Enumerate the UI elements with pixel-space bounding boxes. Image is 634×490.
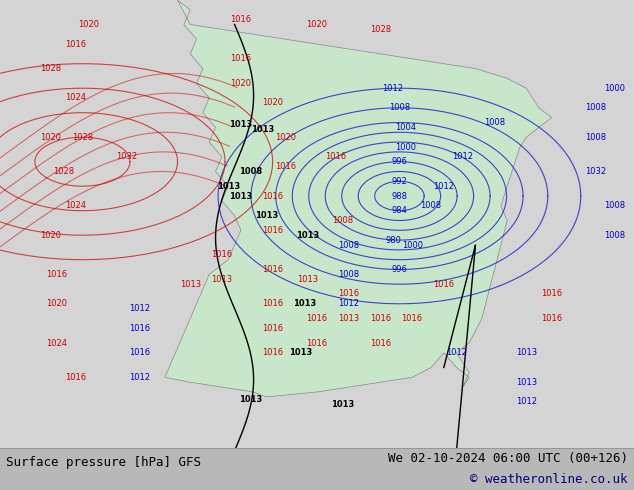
Text: 988: 988 — [391, 192, 408, 200]
Text: 1008: 1008 — [604, 201, 626, 210]
Text: 1016: 1016 — [541, 314, 562, 323]
Text: 1008: 1008 — [239, 167, 262, 176]
Text: 1016: 1016 — [306, 339, 328, 347]
Text: 1012: 1012 — [515, 397, 537, 406]
Text: 1012: 1012 — [452, 152, 474, 161]
Text: 1016: 1016 — [370, 314, 391, 323]
Text: 1013: 1013 — [331, 400, 354, 409]
Text: 1028: 1028 — [72, 133, 93, 142]
Text: 1028: 1028 — [370, 25, 391, 34]
Text: Surface pressure [hPa] GFS: Surface pressure [hPa] GFS — [6, 456, 202, 469]
Text: 1004: 1004 — [395, 123, 417, 132]
Text: 1016: 1016 — [230, 15, 252, 24]
Text: 1020: 1020 — [46, 299, 68, 308]
Text: 1020: 1020 — [40, 231, 61, 240]
Text: 1024: 1024 — [65, 201, 87, 210]
Text: 1000: 1000 — [604, 84, 626, 93]
Text: 1008: 1008 — [604, 231, 626, 240]
Text: 1008: 1008 — [338, 241, 359, 249]
Text: 1008: 1008 — [389, 103, 410, 112]
Text: 1016: 1016 — [338, 290, 359, 298]
Text: © weatheronline.co.uk: © weatheronline.co.uk — [470, 473, 628, 486]
Text: 1013: 1013 — [179, 280, 201, 289]
Text: 1016: 1016 — [46, 270, 68, 279]
Text: 1013: 1013 — [515, 348, 537, 357]
Text: 1012: 1012 — [382, 84, 404, 93]
Text: 1032: 1032 — [116, 152, 138, 161]
Text: 1012: 1012 — [129, 304, 150, 313]
Text: 1016: 1016 — [262, 226, 283, 235]
Text: 1008: 1008 — [585, 133, 607, 142]
Text: 1016: 1016 — [262, 348, 283, 357]
Text: 1016: 1016 — [262, 265, 283, 274]
Text: 1013: 1013 — [515, 378, 537, 387]
Text: 1016: 1016 — [129, 324, 150, 333]
Text: 1016: 1016 — [401, 314, 423, 323]
Text: 1016: 1016 — [433, 280, 455, 289]
Text: 996: 996 — [391, 265, 408, 274]
Text: 1024: 1024 — [65, 94, 87, 102]
Text: 1020: 1020 — [40, 133, 61, 142]
Text: 1013: 1013 — [296, 231, 319, 240]
Text: 984: 984 — [391, 206, 408, 215]
Text: 1016: 1016 — [370, 339, 391, 347]
Text: 1013: 1013 — [211, 275, 233, 284]
Text: 1012: 1012 — [433, 182, 455, 191]
Text: 1016: 1016 — [325, 152, 347, 161]
Text: 1008: 1008 — [338, 270, 359, 279]
Text: 1013: 1013 — [239, 395, 262, 404]
Text: 1013: 1013 — [290, 348, 313, 357]
Text: 1013: 1013 — [338, 314, 359, 323]
Text: 1012: 1012 — [446, 348, 467, 357]
Text: 1008: 1008 — [484, 118, 505, 127]
Text: 1000: 1000 — [401, 241, 423, 249]
Text: 1028: 1028 — [40, 64, 61, 73]
Polygon shape — [165, 0, 552, 397]
Text: 1000: 1000 — [395, 143, 417, 151]
Text: 1013: 1013 — [297, 275, 318, 284]
Text: 1016: 1016 — [262, 324, 283, 333]
Text: 1013: 1013 — [252, 125, 275, 134]
Text: 1020: 1020 — [78, 20, 100, 29]
Text: 1020: 1020 — [306, 20, 328, 29]
Text: 1020: 1020 — [262, 98, 283, 107]
Text: 1028: 1028 — [53, 167, 74, 176]
Text: 1016: 1016 — [262, 192, 283, 200]
Text: 980: 980 — [385, 236, 401, 245]
Text: 1016: 1016 — [275, 162, 296, 171]
Text: 1016: 1016 — [211, 250, 233, 259]
Text: 1008: 1008 — [420, 201, 442, 210]
Text: 1020: 1020 — [230, 79, 252, 88]
Text: 1020: 1020 — [275, 133, 296, 142]
Text: 1013: 1013 — [293, 299, 316, 308]
Text: 992: 992 — [392, 177, 407, 186]
Text: 1016: 1016 — [230, 54, 252, 63]
Text: 1013: 1013 — [230, 192, 252, 200]
Text: 1012: 1012 — [129, 373, 150, 382]
Text: 1016: 1016 — [262, 299, 283, 308]
Text: 1008: 1008 — [585, 103, 607, 112]
Text: 1013: 1013 — [255, 211, 278, 220]
Text: 996: 996 — [391, 157, 408, 166]
Bar — [0, 448, 634, 490]
Text: 1016: 1016 — [65, 40, 87, 49]
Text: We 02-10-2024 06:00 UTC (00+126): We 02-10-2024 06:00 UTC (00+126) — [387, 452, 628, 466]
Text: 1016: 1016 — [65, 373, 87, 382]
Text: 1016: 1016 — [129, 348, 150, 357]
Text: 1012: 1012 — [338, 299, 359, 308]
Text: 1013: 1013 — [230, 121, 252, 129]
Text: 1032: 1032 — [585, 167, 607, 176]
Text: 1008: 1008 — [332, 216, 353, 225]
Text: 1016: 1016 — [306, 314, 328, 323]
Text: 1013: 1013 — [217, 182, 240, 191]
Text: 1024: 1024 — [46, 339, 68, 347]
Text: 1016: 1016 — [541, 290, 562, 298]
